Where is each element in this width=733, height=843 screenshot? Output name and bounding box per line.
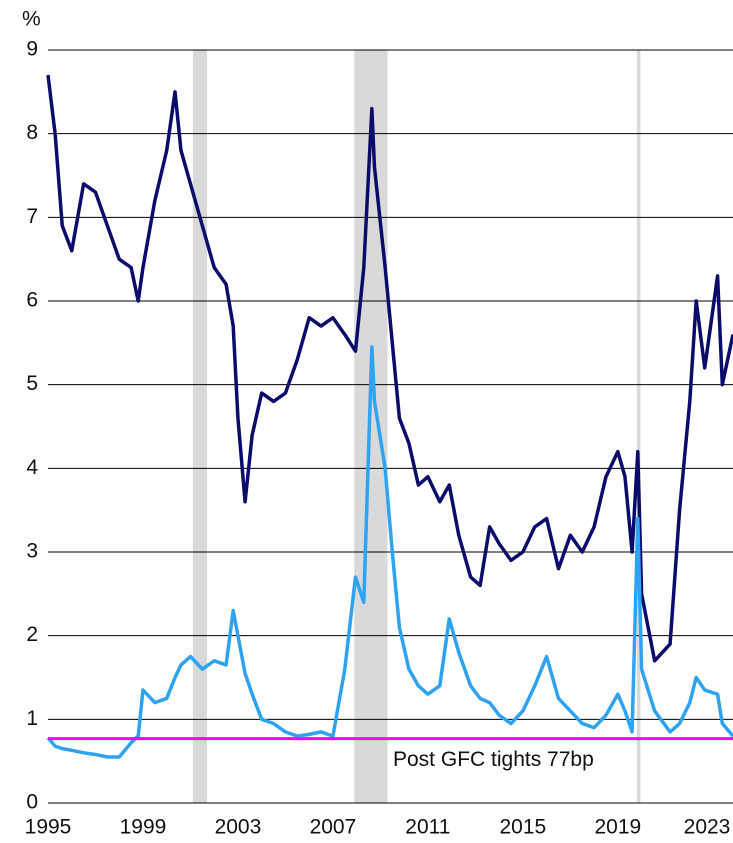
x-tick-label: 1999 bbox=[120, 816, 167, 839]
y-tick-label: 8 bbox=[26, 121, 38, 144]
series-line bbox=[46, 345, 733, 759]
x-tick-label: 2015 bbox=[500, 816, 547, 839]
x-tick-label: 1995 bbox=[25, 816, 72, 839]
x-tick-label: 2019 bbox=[594, 816, 641, 839]
y-tick-label: 3 bbox=[26, 540, 38, 563]
y-tick-label: 5 bbox=[26, 372, 38, 395]
annotation: Post GFC tights 77bp bbox=[393, 748, 594, 771]
y-tick-label: 1 bbox=[26, 707, 38, 730]
y-tick-label: 6 bbox=[26, 289, 38, 312]
series-line bbox=[46, 74, 733, 663]
x-tick-label: 2007 bbox=[310, 816, 357, 839]
x-tick-label: 2003 bbox=[215, 816, 262, 839]
x-tick-label: 2023 bbox=[684, 816, 731, 839]
y-tick-label: 2 bbox=[26, 623, 38, 646]
recession-band bbox=[192, 50, 208, 803]
recession-band bbox=[636, 50, 641, 803]
y-tick-label: 7 bbox=[26, 205, 38, 228]
y-tick-label: 0 bbox=[26, 791, 38, 814]
y-tick-label: 9 bbox=[26, 38, 38, 61]
x-tick-label: 2011 bbox=[405, 816, 450, 839]
y-tick-label: 4 bbox=[26, 456, 38, 479]
y-axis-label: % bbox=[22, 8, 41, 31]
